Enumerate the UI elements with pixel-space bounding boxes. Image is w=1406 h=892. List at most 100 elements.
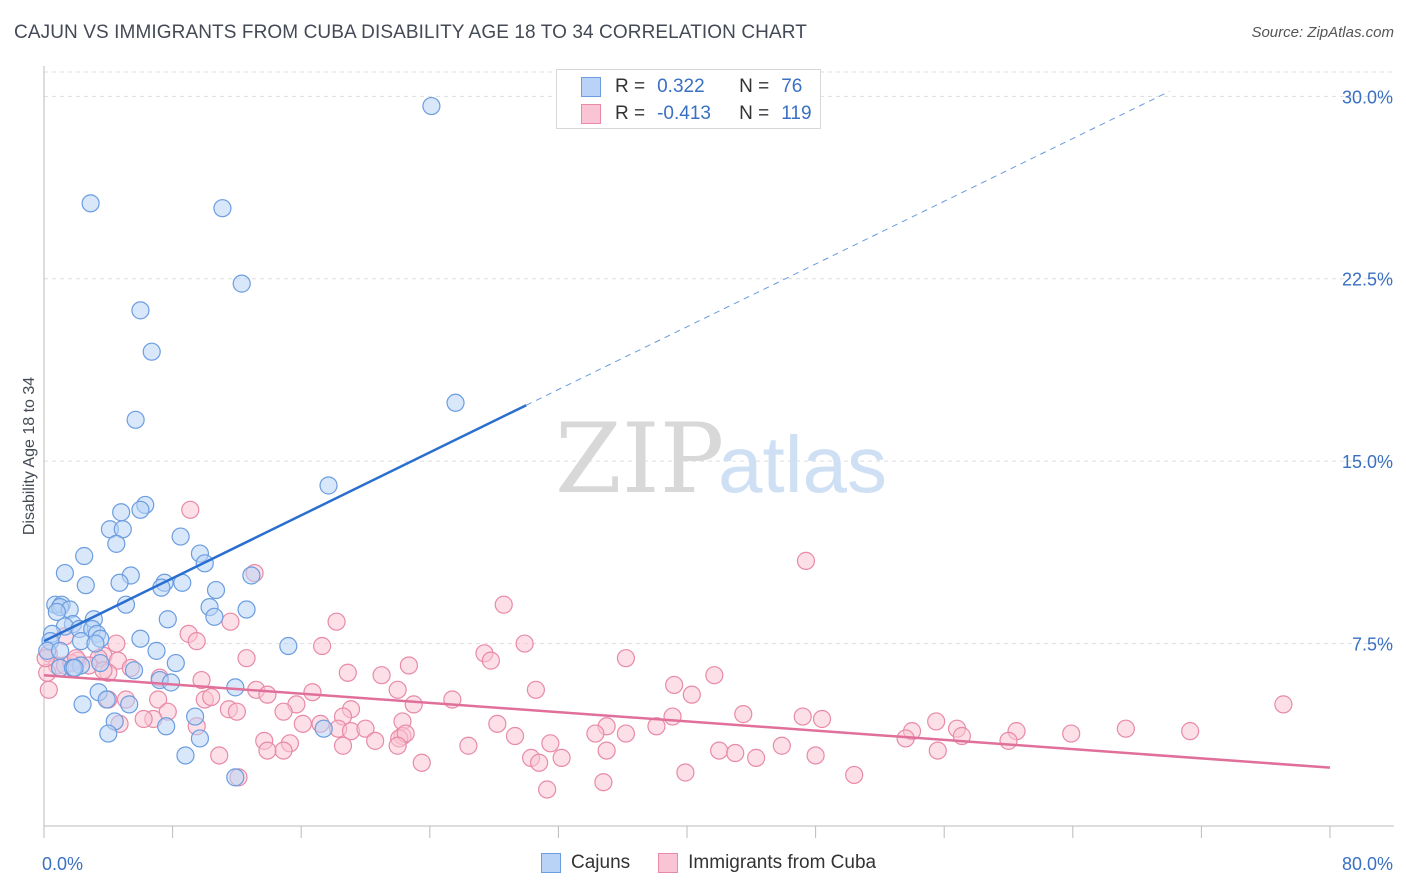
y-tick-labels: 7.5% 15.0% 22.5% 30.0% xyxy=(1342,87,1393,654)
cuba-point-55 xyxy=(734,705,753,724)
cuba-point-20 xyxy=(481,651,500,670)
y-axis-label: Disability Age 18 to 34 xyxy=(21,377,38,535)
chart-title: CAJUN VS IMMIGRANTS FROM CUBA DISABILITY… xyxy=(14,22,807,43)
cuba-point-0 xyxy=(181,500,200,519)
cajuns-point-71 xyxy=(190,729,210,748)
cuba-point-26 xyxy=(338,663,357,682)
cuba-point-104 xyxy=(210,746,229,765)
cuba-point-36 xyxy=(526,680,545,699)
cajuns-point-7 xyxy=(126,410,145,429)
cajuns-point-73 xyxy=(226,768,245,787)
cajuns-point-25 xyxy=(76,576,95,595)
legend-n-value: 119 xyxy=(781,103,812,124)
cuba-point-32 xyxy=(665,675,684,695)
cuba-point-100 xyxy=(928,741,947,760)
cuba-point-61 xyxy=(927,712,946,731)
cajuns-point-58 xyxy=(124,661,144,680)
cajuns-point-27 xyxy=(206,580,226,600)
legend-swatch-blue xyxy=(541,853,561,873)
cuba-point-49 xyxy=(1274,695,1293,714)
cuba-point-44 xyxy=(202,687,221,707)
cuba-point-48 xyxy=(404,695,423,714)
cuba-point-5 xyxy=(327,612,346,631)
cuba-point-72 xyxy=(356,719,375,738)
cajuns-point-6 xyxy=(446,393,465,412)
legend-label-cajuns: Cajuns xyxy=(571,852,631,873)
cuba-point-62 xyxy=(488,714,507,733)
cajuns-point-11 xyxy=(131,500,150,519)
series-legend: Cajuns Immigrants from Cuba xyxy=(541,852,904,874)
cajuns-point-70 xyxy=(99,724,118,743)
cuba-point-17 xyxy=(237,649,256,668)
cuba-point-97 xyxy=(274,741,293,760)
legend-row-cajuns: R = 0.322 N = 76 xyxy=(581,74,802,100)
watermark-atlas: atlas xyxy=(718,420,887,509)
cajuns-point-15 xyxy=(107,534,126,553)
cajuns-point-68 xyxy=(157,717,176,736)
cuba-point-85 xyxy=(999,731,1018,750)
cajuns-point-4 xyxy=(131,301,150,320)
cuba-point-99 xyxy=(710,741,729,760)
legend-n-label: N = xyxy=(739,76,770,97)
cajuns-point-50 xyxy=(147,641,166,660)
cajuns-point-72 xyxy=(176,746,195,765)
cajuns-point-74 xyxy=(131,629,150,648)
cuba-point-95 xyxy=(333,736,353,755)
watermark-zip: ZIP xyxy=(555,403,724,515)
cajuns-point-48 xyxy=(86,634,105,653)
cajuns-point-33 xyxy=(237,600,256,619)
cuba-point-33 xyxy=(39,680,58,699)
trend-lines xyxy=(43,91,1331,769)
legend-item-cuba: Immigrants from Cuba xyxy=(658,852,876,874)
cuba-point-3 xyxy=(494,595,513,614)
cuba-point-40 xyxy=(682,685,701,704)
legend-swatch-blue xyxy=(581,77,601,97)
cuba-point-92 xyxy=(541,734,560,753)
cuba-point-98 xyxy=(258,741,277,760)
cajuns-point-38 xyxy=(158,610,177,629)
legend-n-value: 76 xyxy=(781,76,803,97)
cajuns-point-66 xyxy=(186,707,205,726)
y-tick-label-2: 22.5% xyxy=(1342,270,1393,290)
source-note: Source: ZipAtlas.com xyxy=(1251,24,1394,41)
cuba-point-108 xyxy=(412,753,431,772)
cuba-point-103 xyxy=(806,746,825,765)
cajuns-point-10 xyxy=(112,503,131,522)
cuba-point-82 xyxy=(505,726,525,746)
cajuns-point-69 xyxy=(314,719,333,738)
cuba-point-113 xyxy=(594,773,613,792)
cuba-point-38 xyxy=(303,683,322,702)
cuba-point-110 xyxy=(676,763,695,782)
legend-r-value: 0.322 xyxy=(657,76,705,97)
cuba-point-4 xyxy=(221,612,240,631)
legend-r-label: R = xyxy=(615,76,646,97)
cajuns-point-2 xyxy=(213,199,232,218)
y-tick-label-3: 30.0% xyxy=(1342,87,1393,107)
cajuns-point-0 xyxy=(422,96,441,116)
cajuns-point-1 xyxy=(81,194,100,213)
cuba-point-16 xyxy=(616,649,636,668)
cuba-point-53 xyxy=(227,702,246,721)
cuba-point-52 xyxy=(274,702,293,721)
cuba-point-91 xyxy=(366,731,385,750)
cuba-point-43 xyxy=(149,690,168,709)
cajuns-point-20 xyxy=(242,566,261,585)
cuba-point-77 xyxy=(1062,724,1081,743)
legend-swatch-pink xyxy=(581,104,601,124)
legend-n-label: N = xyxy=(739,103,770,124)
cuba-point-102 xyxy=(597,741,616,760)
cajuns-point-36 xyxy=(205,607,224,626)
cajuns-point-64 xyxy=(73,695,92,714)
cuba-point-1 xyxy=(796,551,816,570)
cuba-point-101 xyxy=(726,743,745,763)
cuba-point-57 xyxy=(793,707,812,726)
cajuns-point-53 xyxy=(166,653,185,673)
cuba-point-79 xyxy=(1181,722,1200,741)
cuba-point-68 xyxy=(134,709,153,729)
series-immigrants-from-cuba xyxy=(36,500,1293,799)
cajuns-point-14 xyxy=(171,527,190,546)
cuba-point-39 xyxy=(258,685,277,704)
y-tick-label-1: 15.0% xyxy=(1342,452,1393,472)
cuba-point-80 xyxy=(586,724,605,743)
